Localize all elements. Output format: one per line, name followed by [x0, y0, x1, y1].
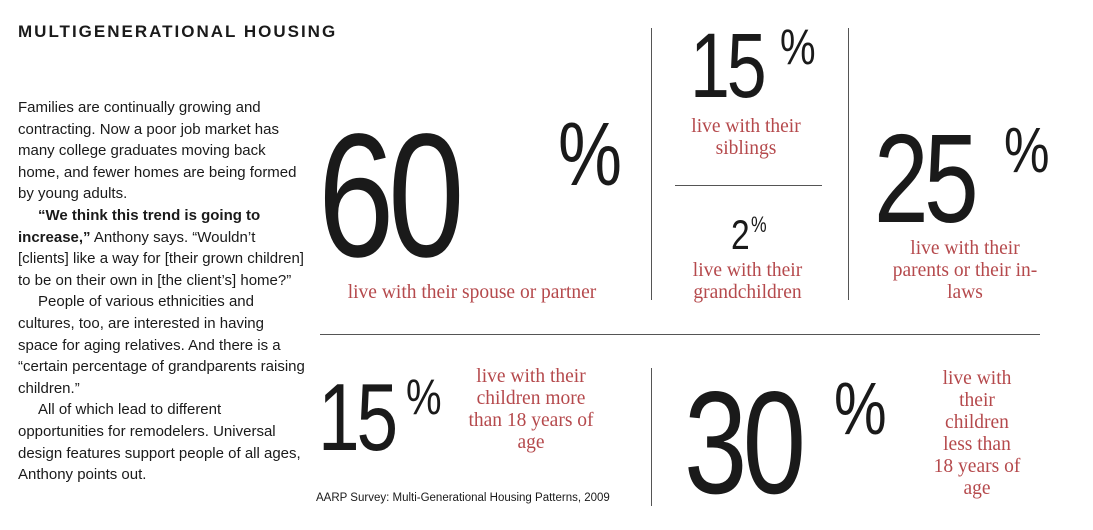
- stat-children-over18-label: live with their children more than 18 ye…: [468, 366, 594, 453]
- article-paragraph-1: Families are continually growing and con…: [18, 99, 297, 203]
- stat-children-over18-number: 15: [318, 364, 398, 471]
- stat-parents-value: 25 %: [874, 116, 1061, 242]
- divider-vertical-1: [651, 28, 652, 300]
- divider-horizontal-short: [675, 185, 822, 186]
- stat-children-under18-percent: %: [834, 367, 887, 450]
- stat-grandchildren-label: live with their grandchildren: [692, 260, 803, 303]
- stat-children-under18-value: 30 %: [684, 370, 900, 516]
- stat-children-under18-number: 30: [684, 361, 806, 524]
- stat-parents-percent: %: [1004, 114, 1050, 186]
- stat-spouse-number: 60: [318, 98, 464, 294]
- stat-siblings-number: 15: [690, 15, 767, 117]
- source-citation: AARP Survey: Multi-Generational Housing …: [316, 492, 610, 504]
- stat-grandchildren-percent: %: [751, 212, 767, 237]
- article-paragraph-4: All of which lead to different opportuni…: [18, 401, 301, 484]
- article-paragraph-2-text: Anthony says. “Wouldn’t [clients] like a…: [18, 228, 304, 289]
- article-paragraph-3: People of various ethnicities and cultur…: [18, 293, 305, 397]
- stat-parents-label: live with their parents or their in-laws: [892, 238, 1038, 303]
- stat-siblings-percent: %: [780, 19, 816, 75]
- stat-grandchildren-value: 2 %: [731, 214, 771, 256]
- stat-siblings-value: 15 %: [690, 20, 824, 112]
- divider-vertical-2: [848, 28, 849, 300]
- article-body: Families are continually growing and con…: [18, 97, 308, 486]
- pull-quote: “We think this trend is going to increas…: [18, 206, 261, 246]
- stat-spouse-label: live with their spouse or partner: [347, 282, 597, 303]
- stat-siblings-label: live with their siblings: [691, 116, 801, 159]
- stat-spouse-value: 60 %: [318, 108, 638, 284]
- stat-children-over18-value: 15 %: [318, 370, 450, 466]
- divider-horizontal-main: [320, 334, 1040, 335]
- stat-grandchildren-number: 2: [731, 211, 750, 258]
- divider-vertical-3: [651, 368, 652, 506]
- stat-spouse-percent: %: [558, 105, 623, 205]
- article-paragraph-2: “We think this trend is going to increas…: [18, 205, 308, 291]
- stat-parents-number: 25: [874, 108, 979, 249]
- stat-children-over18-percent: %: [406, 369, 442, 425]
- section-heading: MULTIGENERATIONAL HOUSING: [18, 22, 338, 41]
- stat-children-under18-label: live with their children less than 18 ye…: [933, 368, 1021, 499]
